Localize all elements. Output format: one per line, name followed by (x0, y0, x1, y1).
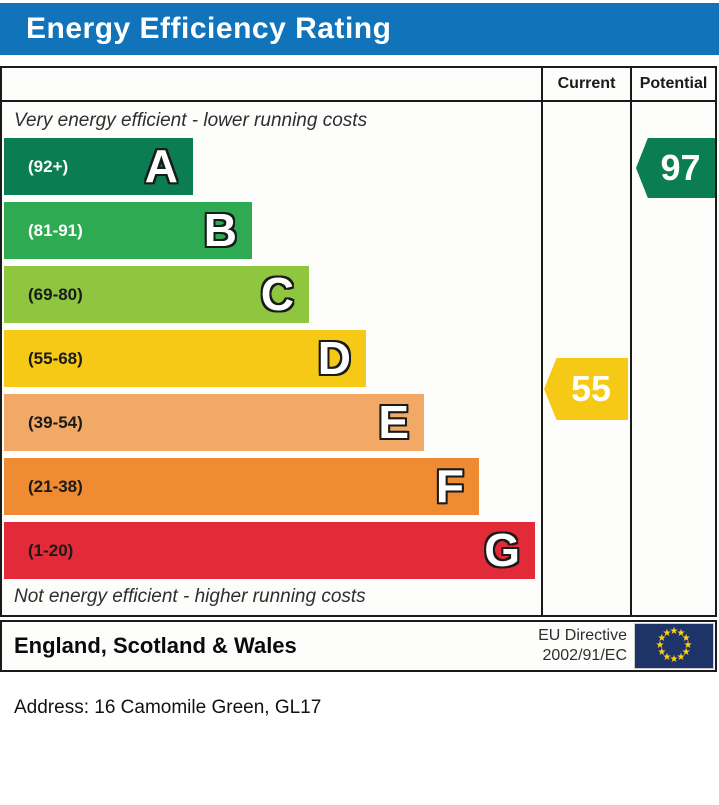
rating-chart: Current Potential Very energy efficient … (0, 66, 717, 617)
band-c-range: (69-80) (28, 284, 83, 304)
eu-flag-star: ★ (676, 627, 686, 639)
address-line: Address: 16 Camomile Green, GL17 (14, 697, 322, 718)
current-rating-arrow: 55 (544, 358, 628, 420)
band-e: (39-54) E (4, 394, 424, 451)
band-g-range: (1-20) (28, 540, 74, 560)
title-bar: Energy Efficiency Rating (0, 3, 719, 55)
band-d: (55-68) D (4, 330, 366, 387)
column-divider-current (541, 68, 543, 615)
band-g: (1-20) G (4, 522, 535, 579)
eu-flag-star: ★ (657, 647, 667, 658)
current-rating-value: 55 (570, 368, 612, 409)
eu-flag-star: ★ (662, 652, 672, 664)
band-b-range: (81-91) (28, 220, 83, 240)
region-label: England, Scotland & Wales (14, 633, 297, 658)
band-a: (92+) A (4, 138, 193, 195)
band-e-letter: E (378, 395, 409, 448)
eu-flag-star: ★ (681, 633, 691, 644)
eu-flag-star: ★ (669, 626, 679, 637)
eu-flag-star: ★ (662, 627, 672, 639)
band-d-range: (55-68) (28, 348, 83, 368)
column-header-row (2, 68, 715, 102)
band-b: (81-91) B (4, 202, 252, 259)
current-column-header: Current (557, 75, 616, 92)
band-d-letter: D (317, 331, 351, 384)
potential-rating-arrow: 97 (636, 138, 715, 198)
eu-flag-star: ★ (669, 654, 679, 665)
eu-directive-label: EU Directive 2002/91/EC (538, 626, 627, 666)
page-title: Energy Efficiency Rating (26, 12, 392, 45)
eu-flag-star: ★ (681, 647, 691, 658)
potential-column-header: Potential (639, 75, 708, 92)
eu-directive-line2: 2002/91/EC (542, 647, 627, 664)
potential-rating-value: 97 (660, 147, 701, 188)
eu-flag-icon: ★ ★ ★ ★ ★ ★ ★ ★ ★ ★ ★ ★ (634, 623, 714, 669)
not-efficient-note: Not energy efficient - higher running co… (14, 586, 366, 607)
eu-directive-line1: EU Directive (538, 627, 627, 644)
band-b-letter: B (203, 203, 237, 256)
band-e-range: (39-54) (28, 412, 83, 432)
column-divider-potential (630, 68, 632, 615)
footer-bar: England, Scotland & Wales EU Directive 2… (0, 620, 717, 672)
band-a-letter: A (144, 139, 178, 192)
eu-flag-star: ★ (683, 640, 693, 651)
very-efficient-note: Very energy efficient - lower running co… (14, 110, 368, 131)
band-f-range: (21-38) (28, 476, 83, 496)
band-g-letter: G (484, 523, 520, 576)
eu-flag-star: ★ (676, 652, 686, 664)
band-c: (69-80) C (4, 266, 309, 323)
band-f-letter: F (435, 459, 464, 512)
band-f: (21-38) F (4, 458, 479, 515)
eu-flag-star: ★ (657, 633, 667, 644)
eu-flag-star: ★ (655, 640, 665, 651)
band-c-letter: C (260, 267, 294, 320)
band-a-range: (92+) (28, 156, 69, 176)
